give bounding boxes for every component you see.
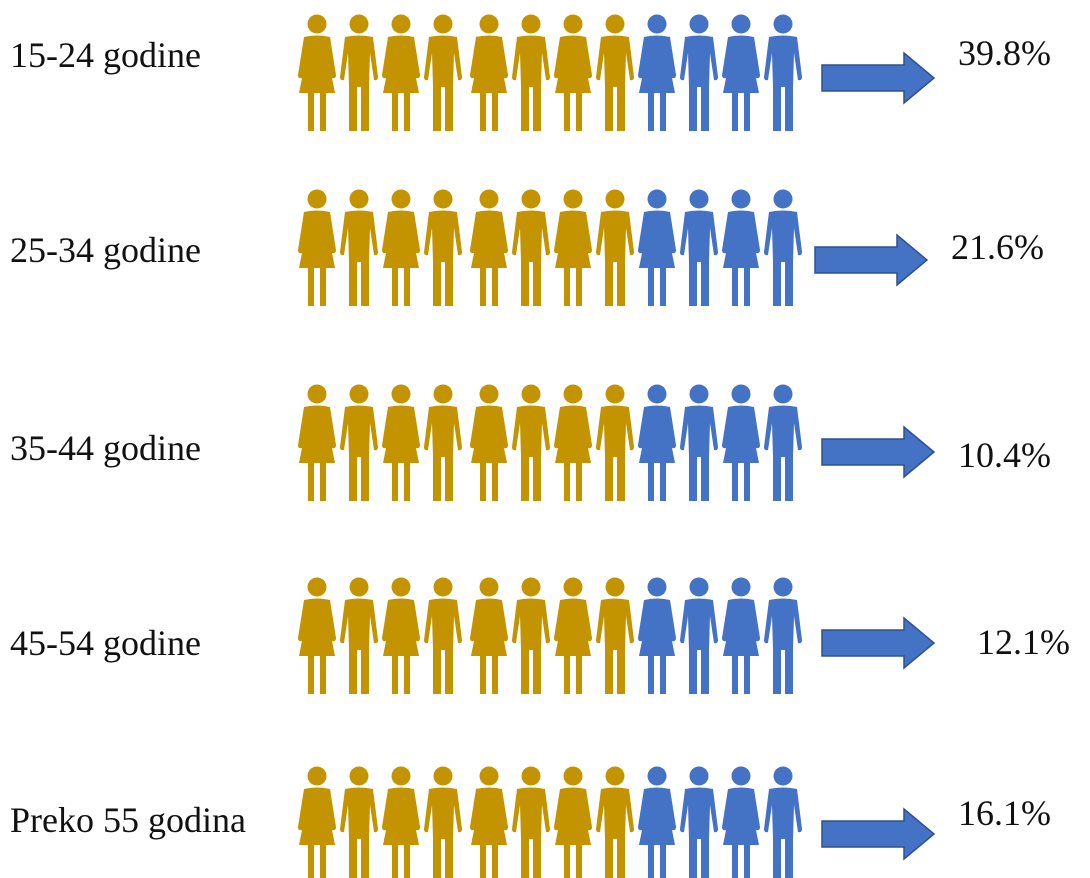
person-icon [470,189,508,306]
person-icon [680,384,718,501]
person-icon [764,766,802,878]
person-icon [764,189,802,306]
person-icon [298,189,336,306]
arrow-icon [821,616,936,670]
person-icon [680,577,718,694]
person-icon [340,577,378,694]
person-icon [722,577,760,694]
value-label: 21.6% [951,227,1044,267]
person-icon [424,384,462,501]
person-icon [638,577,676,694]
person-icon [722,14,760,131]
person-icon [722,189,760,306]
person-icon [382,577,420,694]
person-icon [382,14,420,131]
person-icon [340,189,378,306]
person-icon [470,766,508,878]
person-icon [470,14,508,131]
person-icon [512,189,550,306]
person-icon [382,766,420,878]
person-icon [340,14,378,131]
person-icon [764,577,802,694]
person-icon [382,189,420,306]
value-label: 16.1% [958,793,1051,833]
category-label: 15-24 godine [10,35,201,75]
person-icon [764,384,802,501]
person-icon [298,384,336,501]
value-label: 10.4% [958,435,1051,475]
person-icon [638,766,676,878]
person-icon [554,14,592,131]
person-icon [512,766,550,878]
person-icon [680,766,718,878]
person-icon [512,577,550,694]
person-icon [512,384,550,501]
person-icon [764,14,802,131]
person-icon [424,766,462,878]
person-icon [680,189,718,306]
category-label: Preko 55 godina [10,800,246,840]
person-icon [298,14,336,131]
person-icon [638,189,676,306]
arrow-icon [821,51,936,105]
person-icon [340,384,378,501]
person-icon [382,384,420,501]
person-icon [596,384,634,501]
arrow-icon [814,233,929,287]
person-icon [470,577,508,694]
person-icon [340,766,378,878]
arrow-icon [821,425,936,479]
person-icon [298,577,336,694]
category-label: 25-34 godine [10,230,201,270]
person-icon [554,384,592,501]
category-label: 35-44 godine [10,428,201,468]
person-icon [424,189,462,306]
person-icon [596,189,634,306]
person-icon [596,14,634,131]
person-icon [470,384,508,501]
person-icon [596,766,634,878]
person-icon [680,14,718,131]
person-icon [722,766,760,878]
person-icon [554,189,592,306]
person-icon [424,577,462,694]
person-icon [554,766,592,878]
person-icon [638,384,676,501]
category-label: 45-54 godine [10,623,201,663]
person-icon [554,577,592,694]
arrow-icon [821,807,936,861]
person-icon [298,766,336,878]
person-icon [424,14,462,131]
value-label: 12.1% [977,622,1070,662]
person-icon [596,577,634,694]
value-label: 39.8% [958,33,1051,73]
person-icon [722,384,760,501]
person-icon [512,14,550,131]
person-icon [638,14,676,131]
